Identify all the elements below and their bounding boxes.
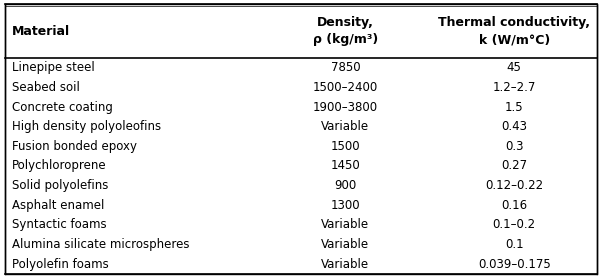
Text: 0.1–0.2: 0.1–0.2 bbox=[492, 218, 536, 231]
Text: 1300: 1300 bbox=[330, 199, 360, 212]
Text: 0.039–0.175: 0.039–0.175 bbox=[478, 257, 551, 270]
Text: 1450: 1450 bbox=[330, 159, 361, 172]
Text: 0.27: 0.27 bbox=[501, 159, 527, 172]
Text: 1500: 1500 bbox=[330, 140, 360, 153]
Text: 7850: 7850 bbox=[330, 61, 360, 74]
Text: 0.16: 0.16 bbox=[501, 199, 527, 212]
Text: 1500–2400: 1500–2400 bbox=[313, 81, 378, 94]
Text: 0.43: 0.43 bbox=[501, 120, 527, 133]
Text: Seabed soil: Seabed soil bbox=[12, 81, 80, 94]
Text: Variable: Variable bbox=[321, 218, 370, 231]
Text: Fusion bonded epoxy: Fusion bonded epoxy bbox=[12, 140, 137, 153]
Text: Polyolefin foams: Polyolefin foams bbox=[12, 257, 109, 270]
Text: Solid polyolefins: Solid polyolefins bbox=[12, 179, 108, 192]
Text: Syntactic foams: Syntactic foams bbox=[12, 218, 107, 231]
Text: Polychloroprene: Polychloroprene bbox=[12, 159, 107, 172]
Text: 0.1: 0.1 bbox=[505, 238, 524, 251]
Text: 1.5: 1.5 bbox=[505, 101, 524, 113]
Text: 0.3: 0.3 bbox=[505, 140, 524, 153]
Text: Material: Material bbox=[12, 24, 70, 38]
Text: Linepipe steel: Linepipe steel bbox=[12, 61, 95, 74]
Text: Variable: Variable bbox=[321, 238, 370, 251]
Text: 1.2–2.7: 1.2–2.7 bbox=[492, 81, 536, 94]
Text: Concrete coating: Concrete coating bbox=[12, 101, 113, 113]
Text: 900: 900 bbox=[334, 179, 356, 192]
Text: High density polyoleofins: High density polyoleofins bbox=[12, 120, 161, 133]
Text: 0.12–0.22: 0.12–0.22 bbox=[485, 179, 544, 192]
Text: 1900–3800: 1900–3800 bbox=[313, 101, 378, 113]
Text: Density,
ρ (kg/m³): Density, ρ (kg/m³) bbox=[313, 16, 378, 46]
Text: Asphalt enamel: Asphalt enamel bbox=[12, 199, 104, 212]
Text: Thermal conductivity,
k (W/m°C): Thermal conductivity, k (W/m°C) bbox=[438, 16, 590, 46]
Text: Alumina silicate microspheres: Alumina silicate microspheres bbox=[12, 238, 190, 251]
Text: 45: 45 bbox=[507, 61, 522, 74]
Text: Variable: Variable bbox=[321, 120, 370, 133]
Text: Variable: Variable bbox=[321, 257, 370, 270]
